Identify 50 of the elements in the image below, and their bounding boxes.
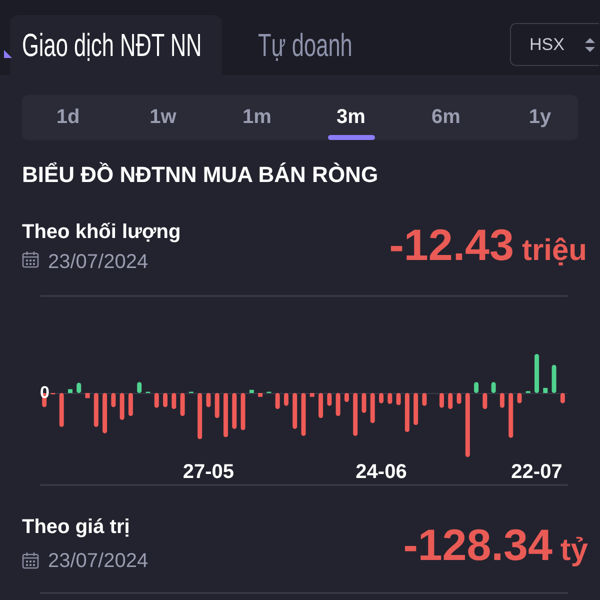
bar	[292, 393, 298, 429]
bar	[362, 393, 366, 413]
x-tick-label: 24-06	[356, 461, 407, 483]
bar	[68, 389, 72, 394]
bar	[232, 393, 237, 429]
bar	[94, 393, 98, 427]
chart-title: BIỂU ĐỒ NĐTNN MUA BÁN RÒNG	[22, 162, 378, 188]
bar	[214, 393, 220, 418]
bar	[508, 393, 514, 438]
text: -128.34 tỷ	[403, 520, 588, 570]
text: Giao dịch NĐT NN	[22, 26, 202, 64]
bar	[120, 393, 124, 420]
bar	[128, 393, 133, 416]
text: 6m	[432, 105, 460, 129]
bar	[543, 388, 548, 394]
bar	[318, 393, 324, 418]
annotation: 0	[40, 383, 50, 402]
bar	[102, 393, 108, 434]
bar	[301, 393, 306, 436]
text: 1w	[150, 105, 176, 129]
bar	[310, 393, 314, 397]
text: Theo giá trị	[22, 515, 130, 539]
bar	[240, 393, 246, 430]
bar	[414, 393, 418, 426]
bar	[534, 354, 540, 394]
x-tick-label: 27-05	[182, 461, 234, 483]
bar	[404, 393, 410, 432]
text: 23/07/2024	[48, 549, 148, 573]
text: 23/07/2024	[48, 250, 148, 274]
text: Tự doanh	[258, 26, 352, 64]
bar	[336, 393, 340, 416]
text: -12.43 triệu	[389, 220, 587, 270]
bar	[85, 393, 90, 398]
bar	[249, 390, 254, 394]
bar	[258, 393, 263, 397]
bar	[353, 393, 358, 436]
bar	[370, 393, 375, 424]
chart-subtitle: Theo khối lượng	[22, 220, 181, 244]
bar	[59, 393, 64, 427]
text: HSX	[530, 35, 564, 55]
text: 1y	[528, 105, 552, 129]
text: 3m	[336, 105, 366, 129]
bar	[552, 364, 556, 394]
text: 1d	[56, 105, 80, 129]
bar	[198, 393, 202, 440]
text: 1m	[242, 105, 272, 129]
bar	[465, 393, 470, 457]
bar	[180, 393, 185, 416]
bar	[223, 393, 228, 438]
x-tick-label: 22-07	[511, 461, 562, 483]
